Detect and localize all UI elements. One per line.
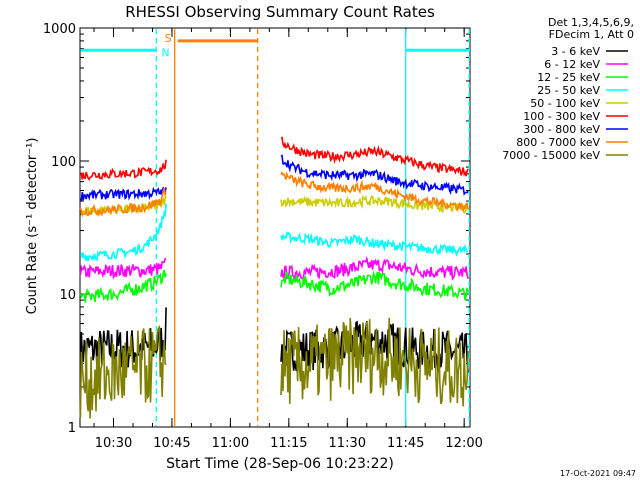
series-line xyxy=(79,324,167,419)
series-line xyxy=(280,317,469,407)
y-tick-label: 1 xyxy=(68,421,76,436)
series-line xyxy=(280,270,469,301)
x-tick-label: 11:30 xyxy=(329,436,366,451)
legend-entry-label: 3 - 6 keV xyxy=(551,45,600,58)
saa-label: S xyxy=(165,32,172,45)
x-tick-label: 10:45 xyxy=(153,436,190,451)
night-label: N xyxy=(161,46,169,59)
y-tick-label: 100 xyxy=(51,155,76,170)
legend-entry-label: 12 - 25 keV xyxy=(537,71,600,84)
legend-header-line-2: FDecim 1, Att 0 xyxy=(549,28,634,41)
y-tick-label: 10 xyxy=(59,288,76,303)
series-line xyxy=(79,188,167,218)
plot-frame xyxy=(79,27,471,428)
series-line xyxy=(280,320,469,373)
y-tick-label: 1000 xyxy=(43,22,76,37)
legend-entry-label: 800 - 7000 keV xyxy=(516,136,600,149)
series-line xyxy=(80,159,167,181)
y-axis-label: Count Rate (s⁻¹ detector⁻¹) xyxy=(25,138,40,315)
series-line xyxy=(79,257,167,280)
series-line xyxy=(79,186,167,202)
series-line xyxy=(79,203,167,262)
series-line xyxy=(79,269,167,303)
legend-entry-label: 300 - 800 keV xyxy=(523,123,600,136)
x-tick-label: 11:00 xyxy=(212,436,249,451)
x-tick-label: 11:15 xyxy=(270,436,307,451)
legend-header-line-1: Det 1,3,4,5,6,9, xyxy=(548,16,634,29)
series-line xyxy=(280,230,469,257)
footer-timestamp: 17-Oct-2021 09:47 xyxy=(560,469,636,478)
legend-entry-label: 25 - 50 keV xyxy=(537,84,600,97)
x-axis-label: Start Time (28-Sep-06 10:23:22) xyxy=(166,456,394,472)
x-tick-label: 10:30 xyxy=(95,436,132,451)
x-tick-label: 11:45 xyxy=(387,436,424,451)
chart-title: RHESSI Observing Summary Count Rates xyxy=(125,3,435,21)
series-line xyxy=(280,136,469,177)
series-line xyxy=(280,170,469,212)
series-line xyxy=(280,255,469,282)
x-tick-label: 12:00 xyxy=(445,436,482,451)
legend-entry-label: 50 - 100 keV xyxy=(530,97,600,110)
series-line xyxy=(280,154,469,197)
legend-entry-label: 100 - 300 keV xyxy=(523,110,600,123)
legend-entry-label: 6 - 12 keV xyxy=(544,58,600,71)
legend-entry-label: 7000 - 15000 keV xyxy=(502,149,600,162)
